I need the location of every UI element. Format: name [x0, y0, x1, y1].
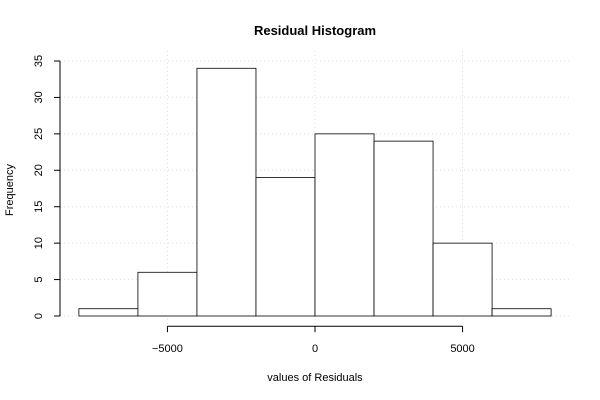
y-tick-label: 20	[33, 164, 45, 176]
bar	[314, 133, 375, 317]
chart-title: Residual Histogram	[254, 23, 376, 38]
y-axis-label: Frequency	[4, 164, 16, 216]
bar	[491, 308, 552, 317]
bar	[78, 308, 139, 317]
x-tick-label: 0	[312, 343, 318, 355]
bar	[255, 177, 316, 317]
y-tick-label: 35	[33, 55, 45, 67]
y-tick-label: 15	[33, 201, 45, 213]
y-tick-label: 0	[33, 313, 45, 319]
x-tick-label: −5000	[152, 343, 183, 355]
y-tick-label: 5	[33, 277, 45, 283]
y-tick-label: 10	[33, 237, 45, 249]
y-tick-label: 25	[33, 128, 45, 140]
y-tick-label: 30	[33, 91, 45, 103]
x-tick-label: 5000	[450, 343, 474, 355]
bar	[196, 67, 257, 317]
x-axis-label: values of Residuals	[267, 372, 363, 384]
bar	[137, 271, 198, 317]
bar	[432, 242, 493, 317]
bar	[373, 140, 434, 317]
